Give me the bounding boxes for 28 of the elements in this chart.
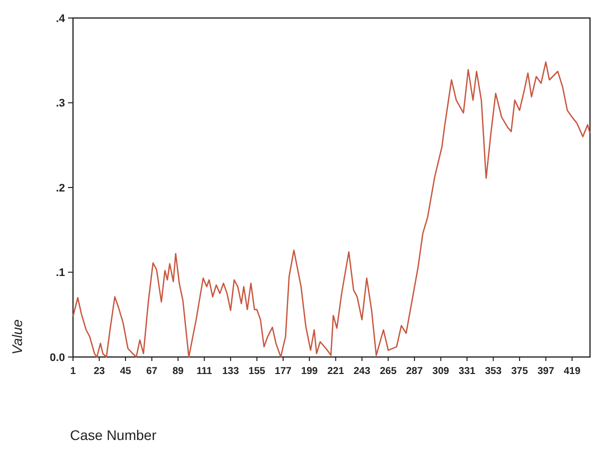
x-tick-label: 397 <box>537 366 555 377</box>
x-tick-label: 199 <box>301 366 318 377</box>
x-tick-label: 23 <box>94 366 106 377</box>
y-axis-title: Value <box>9 319 25 355</box>
x-tick-label: 419 <box>564 366 581 377</box>
x-tick-label: 331 <box>458 366 476 377</box>
x-tick-label: 111 <box>196 366 213 377</box>
x-tick-label: 265 <box>380 366 397 377</box>
x-tick-label: 375 <box>511 366 528 377</box>
x-tick-label: 155 <box>248 366 266 377</box>
x-tick-label: 309 <box>432 366 450 377</box>
x-tick-label: 221 <box>327 366 344 377</box>
y-tick-label: .1 <box>56 267 65 280</box>
y-tick-label: .2 <box>56 182 65 194</box>
x-tick-label: 243 <box>354 366 371 377</box>
x-tick-label: 45 <box>120 366 132 377</box>
x-tick-label: 287 <box>406 366 424 377</box>
x-tick-label: 1 <box>70 366 76 377</box>
x-tick-label: 353 <box>484 366 502 377</box>
x-axis-title: Case Number <box>70 427 157 443</box>
y-tick-label: 0.0 <box>50 352 65 364</box>
y-tick-label: .4 <box>56 12 66 25</box>
line-series <box>72 61 591 358</box>
x-tick-label: 67 <box>146 366 158 377</box>
x-tick-label: 133 <box>222 366 240 377</box>
y-tick-label: .3 <box>56 98 65 110</box>
x-tick-label: 89 <box>172 366 184 377</box>
x-tick-label: 177 <box>274 366 292 377</box>
